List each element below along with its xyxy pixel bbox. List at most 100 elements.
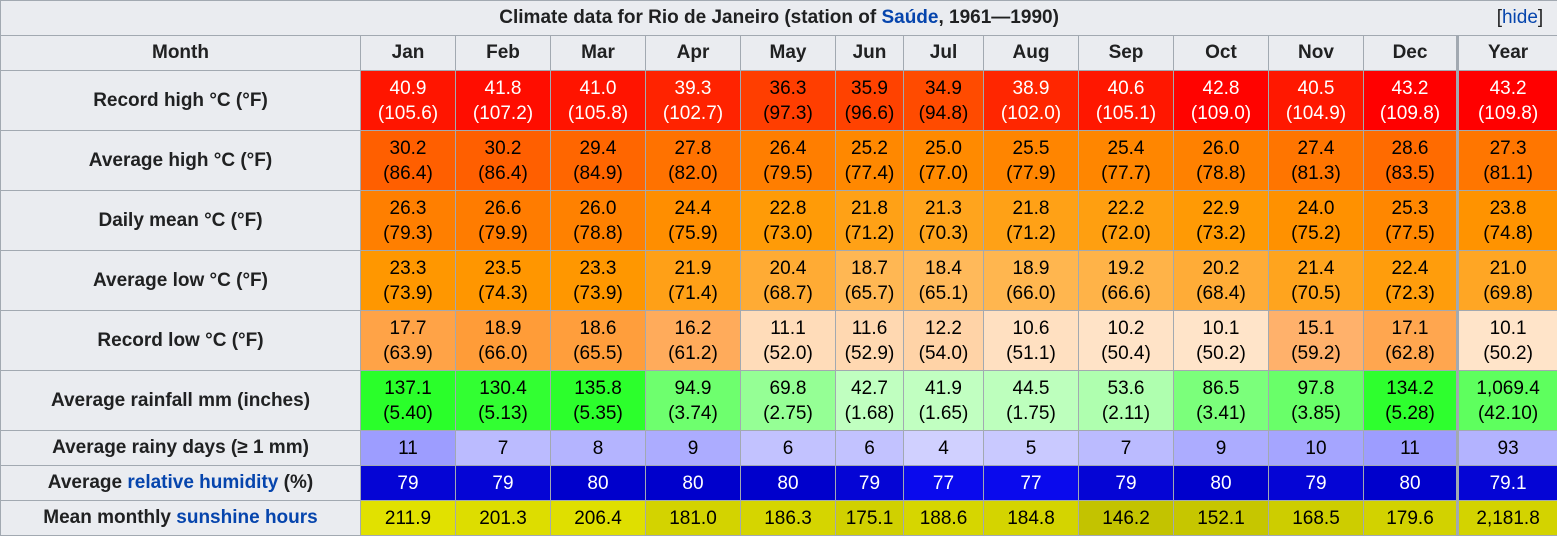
cell-value: 23.3 xyxy=(579,257,617,279)
data-cell: 23.3 (73.9) xyxy=(550,250,646,311)
cell-value: 146.2 xyxy=(1102,507,1150,529)
table-row: Daily mean °C (°F) 26.3 (79.3) 26.6 (79.9) 26… xyxy=(0,190,1557,251)
data-cell: 11.6 (52.9) xyxy=(835,310,904,371)
cell-value: 19.2 xyxy=(1107,257,1145,279)
cell-value: 27.4 xyxy=(1297,137,1335,159)
cell-value-secondary: (81.1) xyxy=(1483,162,1533,184)
cell-value: 186.3 xyxy=(764,507,812,529)
row-header: Average rainfall mm (inches) xyxy=(0,370,361,431)
data-cell: 79.1 xyxy=(1455,465,1557,501)
row-label-suffix: (%) xyxy=(278,472,314,493)
table-row: Average low °C (°F) 23.3 (73.9) 23.5 (74.3) 2… xyxy=(0,250,1557,311)
cell-value-secondary: (107.2) xyxy=(472,102,534,124)
data-cell: 97.8 (3.85) xyxy=(1268,370,1364,431)
cell-value: 179.6 xyxy=(1386,507,1434,529)
data-cell: 10 xyxy=(1268,430,1364,466)
cell-value: 93 xyxy=(1497,437,1519,459)
cell-value: 97.8 xyxy=(1297,377,1335,399)
cell-value: 24.0 xyxy=(1297,197,1335,219)
cell-value-secondary: (73.0) xyxy=(763,222,813,244)
cell-value: 22.9 xyxy=(1202,197,1240,219)
data-cell: 2,181.8 xyxy=(1455,500,1557,536)
cell-value: 79 xyxy=(858,472,881,494)
cell-value-secondary: (72.0) xyxy=(1101,222,1151,244)
cell-value-secondary: (71.2) xyxy=(844,222,895,244)
row-header: Mean monthly sunshine hours xyxy=(0,500,361,536)
cell-value-secondary: (102.7) xyxy=(662,102,724,124)
month-header-12: Year xyxy=(1455,35,1557,71)
data-cell: 27.3 (81.1) xyxy=(1455,130,1557,191)
cell-value-secondary: (1.65) xyxy=(918,402,969,424)
row-label-link[interactable]: relative humidity xyxy=(127,472,279,493)
row-label: Average rainfall mm (inches) xyxy=(50,389,311,411)
cell-value-secondary: (77.9) xyxy=(1006,162,1056,184)
header-row: Month Jan Feb Mar Apr May Jun Jul Aug Sep Oct Nov D… xyxy=(0,35,1557,71)
data-cell: 25.0 (77.0) xyxy=(903,130,984,191)
data-cell: 5 xyxy=(983,430,1079,466)
cell-value: 6 xyxy=(864,437,875,459)
month-header-7: Aug xyxy=(983,35,1079,71)
cell-value: 22.2 xyxy=(1107,197,1145,219)
cell-value: 11.1 xyxy=(770,317,806,339)
data-cell: 38.9 (102.0) xyxy=(983,70,1079,131)
data-cell: 30.2 (86.4) xyxy=(455,130,551,191)
data-cell: 27.8 (82.0) xyxy=(645,130,741,191)
cell-value: 175.1 xyxy=(845,507,894,529)
cell-value-secondary: (5.13) xyxy=(478,402,528,424)
cell-value-secondary: (74.3) xyxy=(478,282,528,304)
data-cell: 26.4 (79.5) xyxy=(740,130,836,191)
cell-value: 23.3 xyxy=(389,257,427,279)
cell-value-secondary: (73.2) xyxy=(1196,222,1246,244)
cell-value: 86.5 xyxy=(1202,377,1240,399)
data-cell: 10.1 (50.2) xyxy=(1173,310,1269,371)
cell-value: 18.9 xyxy=(484,317,522,339)
table-row: Mean monthly sunshine hours 211.9 201.3 206… xyxy=(0,500,1557,536)
data-cell: 181.0 xyxy=(645,500,741,536)
month-header-2: Mar xyxy=(550,35,646,71)
cell-value-secondary: (5.40) xyxy=(383,402,433,424)
cell-value-secondary: (66.0) xyxy=(1006,282,1056,304)
cell-value-secondary: (72.3) xyxy=(1385,282,1435,304)
cell-value: 10.1 xyxy=(1202,317,1240,339)
cell-value-secondary: (105.8) xyxy=(567,102,629,124)
cell-value: 43.2 xyxy=(1489,77,1527,99)
data-cell: 11.1 (52.0) xyxy=(740,310,836,371)
table-row: Average high °C (°F) 30.2 (86.4) 30.2 (86.4)… xyxy=(0,130,1557,191)
data-cell: 34.9 (94.8) xyxy=(903,70,984,131)
cell-value-secondary: (78.8) xyxy=(1196,162,1246,184)
cell-value: 20.2 xyxy=(1202,257,1240,279)
saude-station-link[interactable]: Saúde xyxy=(881,7,939,28)
data-cell: 26.0 (78.8) xyxy=(550,190,646,251)
cell-value: 9 xyxy=(687,437,699,459)
row-label-link[interactable]: sunshine hours xyxy=(176,507,318,528)
data-cell: 4 xyxy=(903,430,984,466)
data-cell: 39.3 (102.7) xyxy=(645,70,741,131)
cell-value-secondary: (97.3) xyxy=(763,102,813,124)
row-header: Record low °C (°F) xyxy=(0,310,361,371)
cell-value: 80 xyxy=(1210,472,1232,494)
data-cell: 135.8 (5.35) xyxy=(550,370,646,431)
cell-value: 42.8 xyxy=(1202,77,1240,99)
cell-value: 9 xyxy=(1215,437,1227,459)
cell-value: 184.8 xyxy=(1007,507,1055,529)
data-cell: 21.4 (70.5) xyxy=(1268,250,1364,311)
cell-value-secondary: (75.2) xyxy=(1291,222,1341,244)
cell-value: 25.2 xyxy=(851,137,888,159)
data-cell: 27.4 (81.3) xyxy=(1268,130,1364,191)
data-cell: 41.0 (105.8) xyxy=(550,70,646,131)
data-cell: 9 xyxy=(1173,430,1269,466)
cell-value: 39.3 xyxy=(674,77,712,99)
table-row: Record low °C (°F) 17.7 (63.9) 18.9 (66.0) 18… xyxy=(0,310,1557,371)
month-header-11: Dec xyxy=(1363,35,1458,71)
data-cell: 40.9 (105.6) xyxy=(360,70,456,131)
cell-value: 137.1 xyxy=(384,377,432,399)
caption-suffix: , 1961—1990) xyxy=(938,7,1059,28)
hide-link[interactable]: hide xyxy=(1501,7,1538,28)
data-cell: 10.6 (51.1) xyxy=(983,310,1079,371)
data-cell: 40.6 (105.1) xyxy=(1078,70,1174,131)
cell-value: 80 xyxy=(587,472,609,494)
row-header: Average relative humidity (%) xyxy=(0,465,361,501)
month-header: Month xyxy=(0,35,361,71)
data-cell: 20.4 (68.7) xyxy=(740,250,836,311)
